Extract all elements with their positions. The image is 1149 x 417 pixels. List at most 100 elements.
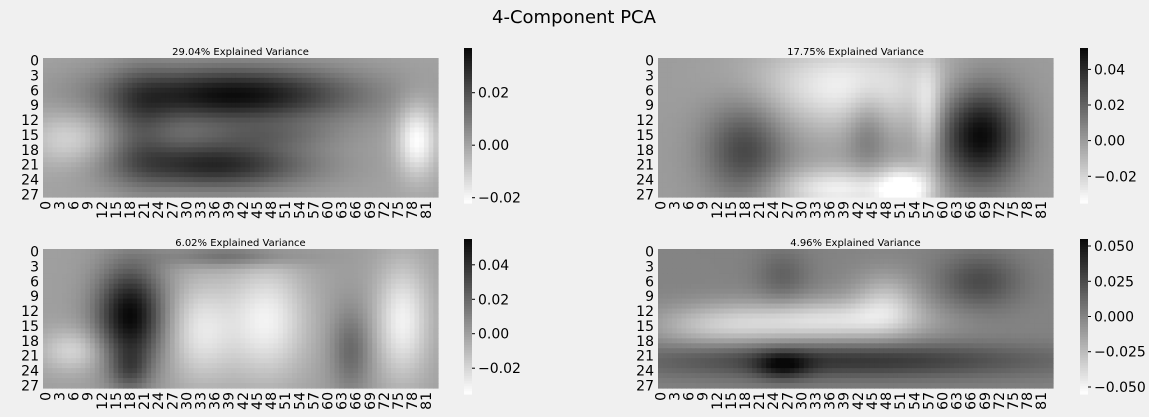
heatmap-cell xyxy=(695,147,701,153)
heatmap-cell xyxy=(423,58,430,64)
heatmap-cell xyxy=(221,92,227,99)
heatmap-cell xyxy=(296,177,303,183)
x-tick-label: 48 xyxy=(264,201,280,219)
heatmap-cell xyxy=(71,92,77,99)
heatmap-cell xyxy=(264,162,270,168)
heatmap-cell xyxy=(80,102,86,109)
heatmap-cell xyxy=(723,187,730,193)
heatmap-cell xyxy=(376,58,383,64)
heatmap-cell xyxy=(395,142,401,148)
heatmap-cell xyxy=(662,182,668,188)
heatmap-cell xyxy=(846,87,852,94)
heatmap-cell xyxy=(723,72,730,79)
heatmap-cell xyxy=(756,77,763,84)
heatmap-cell xyxy=(1024,167,1031,173)
heatmap-cell xyxy=(723,97,730,104)
heatmap-cell xyxy=(376,187,383,193)
heatmap-cell xyxy=(99,142,105,148)
heatmap-cell xyxy=(216,102,223,109)
heatmap-cell xyxy=(864,157,871,163)
heatmap-cell xyxy=(667,77,673,84)
heatmap-cell xyxy=(132,172,138,178)
heatmap-cell xyxy=(240,172,246,178)
heatmap-cell xyxy=(141,137,148,143)
heatmap-cell xyxy=(353,82,359,89)
heatmap-cell xyxy=(902,77,908,84)
heatmap-cell xyxy=(916,122,922,129)
heatmap-cell xyxy=(113,97,119,104)
heatmap-cell xyxy=(372,82,378,89)
heatmap-cell xyxy=(249,172,256,178)
heatmap-cell xyxy=(362,67,369,74)
heatmap-cell xyxy=(85,87,91,94)
heatmap-cell xyxy=(75,187,82,193)
heatmap-cell xyxy=(958,162,965,168)
heatmap-cell xyxy=(1029,82,1035,89)
heatmap-cell xyxy=(311,97,317,104)
heatmap-cell xyxy=(216,122,223,129)
heatmap-cell xyxy=(414,72,420,79)
heatmap-cell xyxy=(987,107,993,114)
heatmap-cell xyxy=(846,177,852,183)
heatmap-cell xyxy=(43,192,49,198)
heatmap-cell xyxy=(1015,67,1021,74)
heatmap-cell xyxy=(1020,122,1026,129)
heatmap-cell xyxy=(794,77,800,84)
heatmap-cell xyxy=(681,58,687,64)
heatmap-cell xyxy=(921,162,927,168)
heatmap-cell xyxy=(827,167,833,173)
heatmap-cell xyxy=(1034,122,1040,129)
heatmap-cell xyxy=(113,72,119,79)
heatmap-cell xyxy=(296,192,303,198)
heatmap-cell xyxy=(43,97,49,104)
heatmap-cell xyxy=(348,62,354,69)
heatmap-cell xyxy=(278,152,284,158)
heatmap-cell xyxy=(292,77,298,84)
heatmap-cell xyxy=(672,147,678,153)
heatmap-cell xyxy=(329,92,336,99)
heatmap-cell xyxy=(66,147,72,153)
heatmap-cell xyxy=(921,62,927,69)
heatmap-cell xyxy=(1020,92,1026,99)
heatmap-cell xyxy=(311,142,317,148)
heatmap-cell xyxy=(827,157,833,163)
heatmap-cell xyxy=(113,132,119,139)
heatmap-cell xyxy=(1005,177,1012,183)
heatmap-cell xyxy=(409,182,416,188)
heatmap-cell xyxy=(268,157,275,163)
heatmap-cell xyxy=(1015,147,1021,153)
heatmap-cell xyxy=(789,162,795,168)
heatmap-cell xyxy=(690,157,697,163)
heatmap-cell xyxy=(405,92,411,99)
heatmap-cell xyxy=(179,192,185,198)
heatmap-cell xyxy=(329,177,336,183)
heatmap-cell xyxy=(179,122,185,129)
heatmap-cell xyxy=(433,157,439,163)
heatmap-cell xyxy=(841,192,847,198)
heatmap-cell xyxy=(813,147,819,153)
heatmap-cell xyxy=(367,162,373,168)
heatmap-cell xyxy=(169,107,176,114)
heatmap-cell xyxy=(846,162,852,168)
heatmap-cell xyxy=(165,82,171,89)
colorbar-segment xyxy=(1080,76,1088,80)
heatmap-cell xyxy=(268,77,275,84)
heatmap-cell xyxy=(1034,182,1040,188)
heatmap-cell xyxy=(799,97,805,104)
heatmap-cell xyxy=(850,67,857,74)
heatmap-cell xyxy=(662,177,668,183)
heatmap-cell xyxy=(822,122,828,129)
heatmap-cell xyxy=(273,62,279,69)
heatmap-cell xyxy=(836,182,842,188)
heatmap-cell xyxy=(254,147,260,153)
heatmap-cell xyxy=(47,67,53,74)
heatmap-cell xyxy=(1005,58,1012,64)
heatmap-cell xyxy=(761,152,767,158)
heatmap-cell xyxy=(235,182,242,188)
heatmap-cell xyxy=(207,82,213,89)
heatmap-cell xyxy=(268,112,275,119)
heatmap-cell xyxy=(747,137,753,143)
heatmap-cell xyxy=(695,167,701,173)
heatmap-cell xyxy=(137,147,143,153)
heatmap-cell xyxy=(723,102,730,109)
